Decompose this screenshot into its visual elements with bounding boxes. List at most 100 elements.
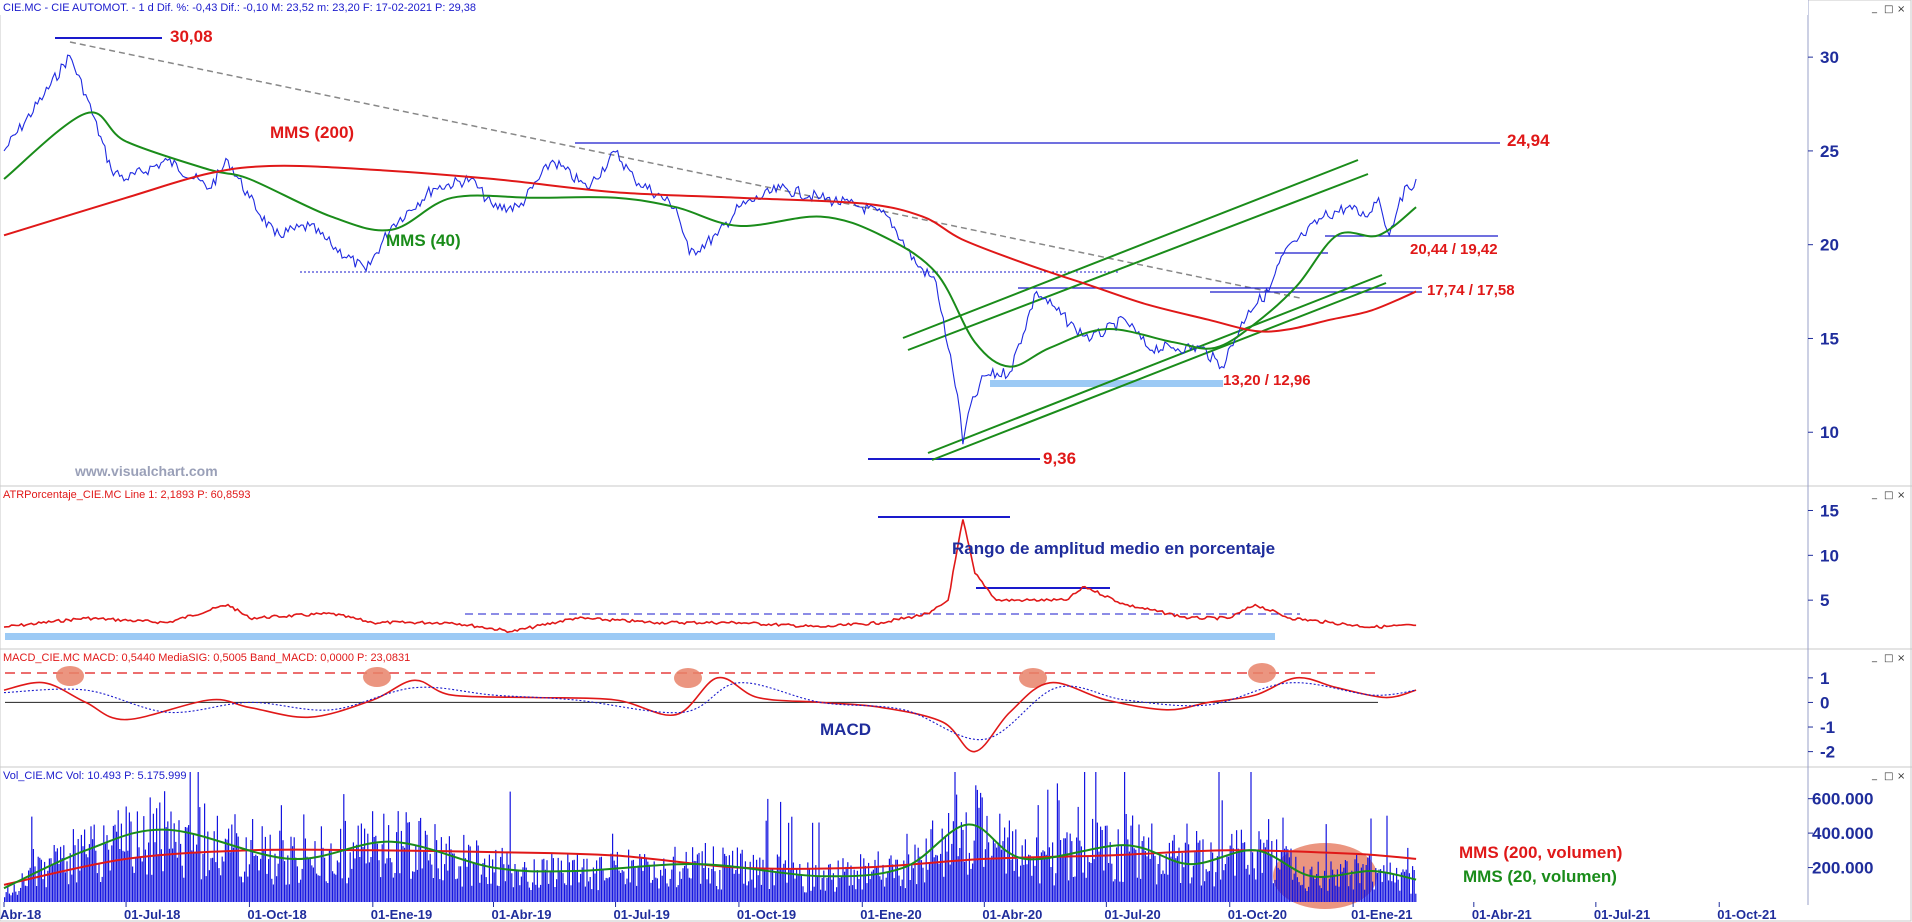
volume-bar	[1109, 842, 1111, 902]
volume-bar	[327, 883, 329, 902]
volume-bar	[1024, 839, 1026, 902]
volume-bar	[684, 865, 686, 902]
volume-bar	[802, 886, 804, 902]
volume-bar	[218, 868, 220, 902]
volume-bar	[468, 844, 470, 902]
volume-bar	[1117, 829, 1119, 902]
volume-bar	[1202, 839, 1204, 902]
atr-window-buttons[interactable]: _ □ ×	[1871, 489, 1905, 501]
volume-bar	[957, 856, 959, 902]
volume-bar	[351, 868, 353, 902]
volume-bar	[388, 825, 390, 902]
volume-bar	[58, 863, 60, 902]
volume-bar	[1277, 867, 1279, 902]
volume-window-buttons[interactable]: _ □ ×	[1871, 770, 1905, 782]
volume-bar	[944, 836, 946, 902]
volume-bar	[581, 867, 583, 902]
volume-bar	[212, 857, 214, 902]
volume-bar	[178, 820, 180, 902]
volume-bar	[346, 883, 348, 902]
volume-bar	[749, 861, 751, 902]
volume-bar	[1047, 789, 1049, 902]
volume-bar	[703, 868, 705, 902]
volume-bar	[1095, 772, 1097, 902]
volume-bar	[495, 849, 497, 902]
volume-bar	[608, 877, 610, 902]
legend-volume-ma20: MMS (20, volumen)	[1463, 867, 1617, 886]
volume-bar	[436, 840, 438, 902]
volume-bar	[1327, 890, 1329, 902]
volume-bar	[1368, 855, 1370, 902]
volume-bar	[1296, 877, 1298, 902]
volume-bar	[220, 875, 222, 902]
y-tick-label: 600.000	[1812, 790, 1873, 809]
macd-window-buttons[interactable]: _ □ ×	[1871, 652, 1905, 664]
volume-bar	[138, 847, 140, 902]
volume-bar	[1180, 883, 1182, 902]
volume-bar	[624, 884, 626, 902]
volume-bar	[189, 772, 191, 902]
volume-bar	[768, 889, 770, 902]
volume-bar	[98, 864, 100, 902]
volume-bar	[980, 792, 982, 902]
volume-bar	[213, 831, 215, 902]
svg-text:□: □	[1884, 653, 1893, 664]
volume-bar	[1344, 860, 1346, 902]
volume-bar	[808, 868, 810, 902]
volume-bar	[207, 831, 209, 902]
volume-bar	[845, 866, 847, 902]
volume-bar	[1039, 883, 1041, 902]
volume-bar	[1360, 867, 1362, 902]
volume-bar	[946, 851, 948, 902]
x-tick-label: 01-Oct-21	[1717, 907, 1776, 922]
volume-bar	[1058, 800, 1060, 902]
volume-bar	[1196, 831, 1198, 902]
volume-bar	[647, 861, 649, 902]
volume-bar	[856, 870, 858, 902]
volume-bar	[183, 877, 185, 902]
volume-bar	[1272, 883, 1274, 902]
volume-bar	[232, 847, 234, 902]
volume-bar	[208, 870, 210, 902]
volume-bar	[1234, 875, 1236, 902]
volume-bar	[450, 849, 452, 902]
volume-bar	[728, 855, 730, 902]
volume-bar	[112, 825, 114, 902]
x-tick-label: 01-Ene-19	[371, 907, 432, 922]
volume-bar	[21, 873, 23, 902]
volume-bar	[660, 869, 662, 902]
volume-bar	[1268, 819, 1270, 902]
volume-bar	[68, 884, 70, 902]
volume-bar	[754, 887, 756, 902]
volume-bar	[260, 858, 262, 902]
volume-bar	[525, 867, 527, 902]
volume-bar	[912, 868, 914, 902]
atr-annotations	[5, 516, 1300, 640]
volume-bar	[1085, 877, 1087, 902]
volume-bar	[1229, 845, 1231, 902]
volume-bar	[964, 861, 966, 902]
volume-bar	[524, 862, 526, 902]
volume-bar	[1213, 886, 1215, 902]
volume-bar	[570, 885, 572, 902]
volume-bar	[1050, 867, 1052, 902]
volume-bar	[420, 817, 422, 902]
volume-bar	[226, 839, 228, 902]
volume-bar	[258, 870, 260, 902]
volume-bar	[1362, 864, 1364, 902]
x-tick-label: 01-Oct-18	[247, 907, 306, 922]
volume-bar	[967, 874, 969, 902]
volume-bar	[24, 885, 26, 902]
volume-bar	[1042, 850, 1044, 902]
volume-bar	[248, 864, 250, 902]
atr-low-band	[5, 633, 1275, 640]
volume-bar	[661, 875, 663, 902]
volume-bar	[405, 812, 407, 902]
volume-bar	[250, 840, 252, 902]
volume-bar	[562, 873, 564, 902]
volume-bar	[469, 846, 471, 902]
volume-bar	[191, 850, 193, 902]
volume-bar	[434, 824, 436, 902]
price-window-buttons[interactable]: _ □ ×	[1871, 3, 1905, 15]
volume-bar	[1317, 861, 1319, 902]
